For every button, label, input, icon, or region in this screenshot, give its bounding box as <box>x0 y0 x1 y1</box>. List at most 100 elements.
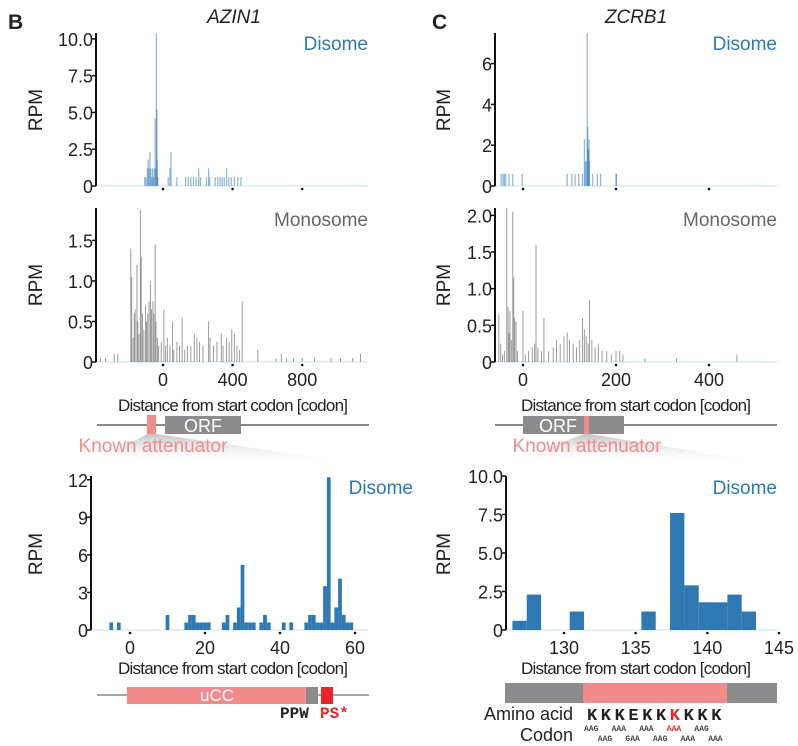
x-tick <box>707 187 711 191</box>
x-tick <box>562 631 566 635</box>
y-tick-label: 0 <box>83 353 93 373</box>
profile-bar <box>148 168 150 186</box>
profile-bar <box>214 177 216 186</box>
histogram-bar <box>345 622 350 630</box>
y-tick-label: 0.5 <box>467 316 492 336</box>
profile-bar <box>359 353 361 362</box>
codon: GAA <box>625 735 640 744</box>
b-disome-label: Disome <box>304 34 368 55</box>
profile-bar <box>506 208 508 362</box>
y-tick-label: 7.5 <box>68 67 93 87</box>
y-tick-label: 3 <box>78 583 88 603</box>
profile-bar <box>228 177 230 186</box>
x-tick <box>128 631 132 635</box>
profile-bar <box>157 177 159 186</box>
histogram-bar <box>236 607 241 630</box>
profile-bar <box>228 341 230 362</box>
b-zoom-ylabel: RPM <box>26 533 47 575</box>
y-tick-label: 1.0 <box>467 280 492 300</box>
x-tick-label: 60 <box>345 638 365 658</box>
profile-bar <box>158 345 160 362</box>
profile-bar <box>144 177 146 186</box>
profile-bar <box>516 351 518 362</box>
profile-bar <box>588 161 591 186</box>
b-zoom-xlabel: Distance from start codon [codon] <box>118 659 348 678</box>
histogram-bar <box>323 586 327 630</box>
x-tick-label: 0 <box>158 370 168 390</box>
profile-bar <box>167 177 169 186</box>
profile-bar <box>156 159 158 186</box>
x-tick-label: 20 <box>195 638 215 658</box>
profile-bar <box>507 307 509 362</box>
x-tick <box>706 631 709 635</box>
y-tick-label: 9 <box>78 508 88 528</box>
x-tick <box>300 363 304 367</box>
gene-title-azin1: AZIN1 <box>206 7 261 28</box>
histogram-bar <box>221 622 226 630</box>
codon: AAA <box>681 735 696 744</box>
histogram-bar <box>266 622 271 630</box>
profile-bar <box>99 357 101 362</box>
profile-bar <box>141 313 143 362</box>
histogram-bar <box>116 622 121 630</box>
profile-bar <box>137 321 139 362</box>
c-orf-box <box>523 416 624 434</box>
profile-bar <box>151 309 153 362</box>
profile-bar <box>187 177 189 186</box>
y-tick-label: 1.0 <box>68 272 93 292</box>
profile-bar <box>205 177 208 186</box>
amino-acid: K <box>711 707 722 726</box>
c-zoom-attenuator <box>583 683 727 703</box>
ucc-box <box>127 687 306 704</box>
histogram-bar <box>304 622 309 630</box>
profile-bar <box>622 354 624 362</box>
histogram-bar <box>727 594 742 630</box>
x-tick <box>707 363 711 367</box>
c-orf-label: ORF <box>539 416 577 436</box>
profile-bar <box>575 347 577 362</box>
profile-bar <box>152 301 154 362</box>
profile-bar <box>581 173 584 186</box>
profile-bar <box>192 177 195 186</box>
profile-bar <box>223 177 225 186</box>
profile-bar <box>585 161 587 186</box>
b-orf-box <box>165 416 241 434</box>
ppw-box <box>306 687 318 704</box>
profile-bar <box>571 173 573 186</box>
b-attenuator-box <box>147 415 156 434</box>
x-tick-label: 200 <box>601 370 631 390</box>
y-tick-label: 6 <box>482 55 492 75</box>
profile-bar <box>196 337 198 362</box>
x-tick <box>231 363 234 367</box>
profile-bar <box>509 310 511 362</box>
y-tick-label: 7.5 <box>478 506 503 526</box>
histogram-bar <box>206 622 211 630</box>
profile-bar <box>150 168 152 186</box>
profile-bar <box>500 343 502 362</box>
codon: AAA <box>612 725 627 734</box>
profile-bar <box>597 343 599 362</box>
histogram-bar <box>315 622 320 630</box>
histogram-bar <box>319 622 324 630</box>
profile-bar <box>587 343 589 362</box>
profile-bar <box>502 354 504 362</box>
x-tick <box>161 363 165 367</box>
profile-bar <box>145 305 147 362</box>
profile-bar <box>610 354 612 362</box>
histogram-bar <box>334 607 339 630</box>
profile-bar <box>513 277 515 362</box>
c-zoom-chart: 0 2.5 5.0 7.5 10.0 130 135 140 145 <box>468 467 794 658</box>
profile-bar <box>239 349 241 362</box>
profile-bar <box>572 343 574 362</box>
profile-bar <box>160 341 162 362</box>
b-zoom-chart: 0 3 6 9 12 0 20 40 60 <box>68 471 368 658</box>
profile-bar <box>583 139 585 186</box>
profile-bar <box>579 340 581 362</box>
x-tick <box>203 631 207 635</box>
histogram-bar <box>248 622 252 630</box>
profile-bar <box>181 317 183 362</box>
profile-bar <box>301 357 303 362</box>
profile-bar <box>184 349 186 362</box>
profile-bar <box>147 159 149 186</box>
